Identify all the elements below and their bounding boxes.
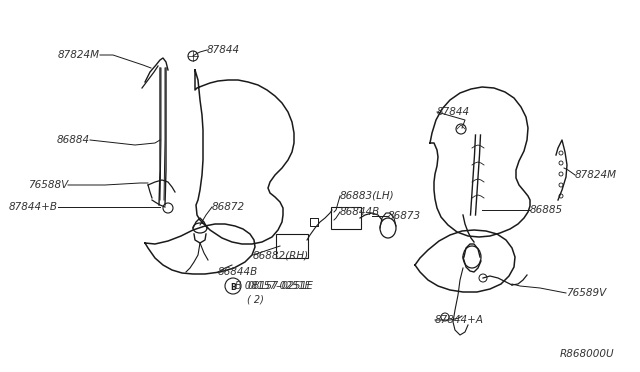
- Text: R868000U: R868000U: [559, 349, 614, 359]
- Text: 86884: 86884: [57, 135, 90, 145]
- Text: 87844: 87844: [437, 107, 470, 117]
- Text: 86844B: 86844B: [218, 267, 259, 277]
- Text: 86882(RH): 86882(RH): [253, 250, 309, 260]
- Text: 87844: 87844: [207, 45, 240, 55]
- Text: 87844+A: 87844+A: [435, 315, 484, 325]
- Text: 86872: 86872: [212, 202, 245, 212]
- Text: 86885: 86885: [530, 205, 563, 215]
- Text: 87844+B: 87844+B: [9, 202, 58, 212]
- Text: 87824M: 87824M: [58, 50, 100, 60]
- Text: 87824M: 87824M: [575, 170, 617, 180]
- Text: 86883(LH): 86883(LH): [340, 191, 395, 201]
- Text: 76589V: 76589V: [566, 288, 606, 298]
- Text: 08157-0251E: 08157-0251E: [248, 281, 314, 291]
- Text: 76588V: 76588V: [28, 180, 68, 190]
- Text: B: B: [230, 282, 236, 292]
- Text: 86844B: 86844B: [340, 207, 380, 217]
- Text: B 08157-0251E: B 08157-0251E: [235, 281, 311, 291]
- Text: ( 2): ( 2): [247, 295, 264, 305]
- Text: 86873: 86873: [388, 211, 421, 221]
